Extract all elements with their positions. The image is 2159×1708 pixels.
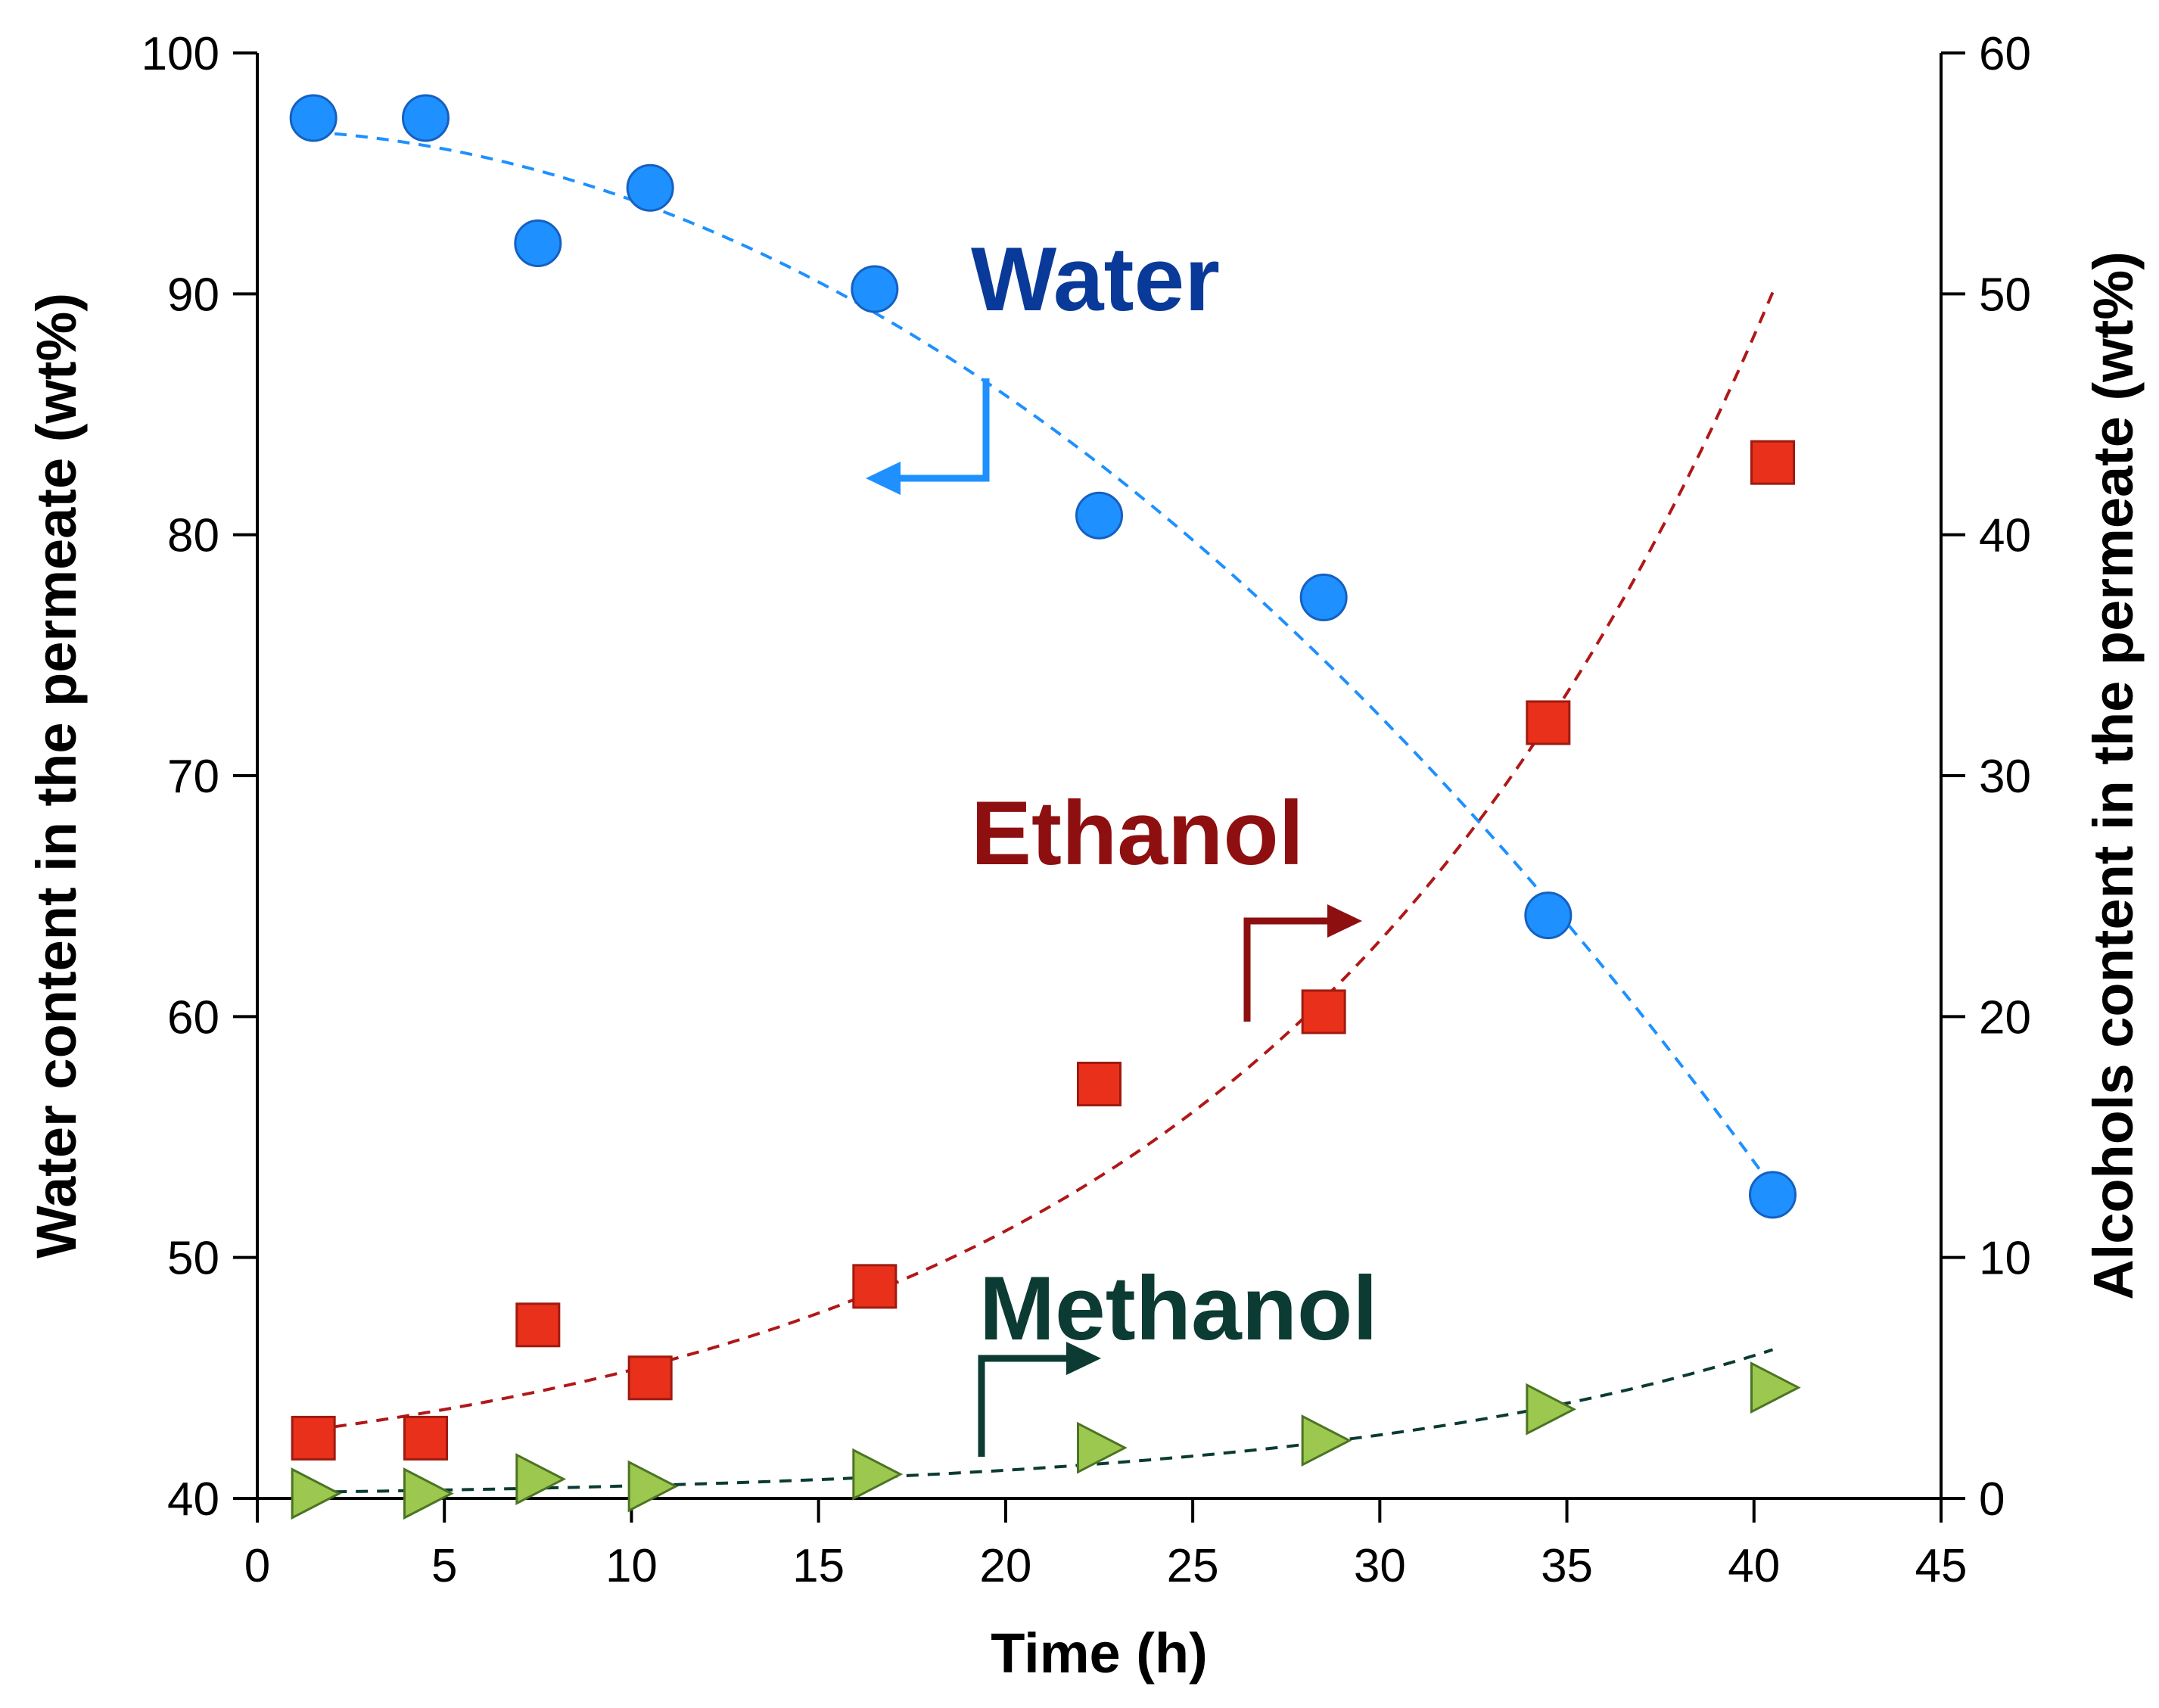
methanol-data-point — [1526, 1383, 1577, 1436]
right-y-tick-label: 50 — [1979, 269, 2031, 321]
methanol-data-point — [403, 1467, 454, 1520]
water-arrow-head — [866, 462, 901, 495]
methanol-data-point — [515, 1453, 567, 1505]
x-tick-label: 20 — [979, 1540, 1031, 1592]
methanol-data-point — [852, 1448, 904, 1501]
x-tick-label: 30 — [1354, 1540, 1406, 1592]
ethanol-axis-arrow — [1243, 917, 1328, 1022]
water-data-point — [1749, 1171, 1797, 1219]
annotations: Water Ethanol Methanol — [866, 229, 1378, 1457]
x-tick-label: 45 — [1915, 1540, 1968, 1592]
methanol-trend-line — [313, 1348, 1774, 1494]
water-data-point — [289, 94, 338, 142]
right-y-tick-label: 60 — [1979, 28, 2031, 80]
water-axis-arrow — [901, 378, 990, 482]
methanol-axis-arrow — [978, 1355, 1067, 1457]
methanol-data-point — [627, 1460, 679, 1513]
trend-lines — [313, 130, 1775, 1494]
water-data-point — [402, 94, 450, 142]
ethanol-data-point — [403, 1415, 448, 1461]
water-data-point — [514, 219, 562, 267]
x-tick-label: 5 — [431, 1540, 457, 1592]
methanol-series-label: Methanol — [979, 1258, 1378, 1359]
right-y-tick-label: 0 — [1979, 1473, 2005, 1526]
water-data-point — [1075, 491, 1123, 540]
x-tick-label: 15 — [792, 1540, 845, 1592]
methanol-data-point — [291, 1467, 342, 1520]
right-y-tick-label: 30 — [1979, 751, 2031, 803]
water-data-point — [851, 265, 899, 313]
ethanol-trend-line — [313, 291, 1775, 1432]
left-y-tick-label: 100 — [142, 28, 219, 80]
right-y-tick-label: 40 — [1979, 510, 2031, 562]
ethanol-data-point — [515, 1302, 561, 1348]
x-tick-label: 35 — [1541, 1540, 1593, 1592]
left-y-tick-label: 70 — [167, 751, 219, 803]
methanol-data-point — [1750, 1361, 1801, 1414]
right-y-axis-title: Alcohols content in the permeate (wt%) — [2082, 251, 2145, 1300]
left-y-tick-label: 60 — [167, 991, 219, 1044]
left-y-tick-label: 90 — [167, 269, 219, 321]
methanol-data-point — [1301, 1414, 1352, 1467]
right-y-tick-label: 10 — [1979, 1233, 2031, 1285]
ethanol-data-point — [1750, 440, 1795, 485]
ethanol-data-point — [1301, 989, 1346, 1034]
ethanol-data-point — [1077, 1061, 1121, 1106]
ethanol-data-point — [1526, 700, 1571, 745]
data-markers — [289, 94, 1801, 1520]
ethanol-data-point — [852, 1264, 898, 1309]
water-trend-line — [313, 130, 1775, 1188]
axes: 0 5 10 15 20 25 30 35 40 45 40 50 60 70 80 90 100 0 10 20 30… — [25, 28, 2145, 1685]
water-data-point — [1524, 891, 1573, 940]
x-tick-label: 40 — [1728, 1540, 1780, 1592]
methanol-data-point — [1077, 1421, 1128, 1474]
ethanol-data-point — [291, 1415, 336, 1461]
left-y-tick-label: 40 — [167, 1473, 219, 1526]
ethanol-series-label: Ethanol — [971, 782, 1304, 884]
left-y-axis-title: Water content in the permeate (wt%) — [25, 293, 88, 1258]
water-series-label: Water — [971, 229, 1220, 330]
methanol-arrow-head — [1066, 1342, 1101, 1375]
ethanol-data-point — [627, 1355, 673, 1401]
water-data-point — [626, 163, 674, 212]
ethanol-arrow-head — [1327, 904, 1362, 938]
right-y-tick-label: 20 — [1979, 991, 2031, 1044]
x-axis-title: Time (h) — [991, 1622, 1207, 1685]
x-tick-label: 10 — [605, 1540, 658, 1592]
x-tick-label: 25 — [1167, 1540, 1219, 1592]
x-tick-label: 0 — [244, 1540, 270, 1592]
left-y-tick-label: 50 — [167, 1233, 219, 1285]
left-y-tick-label: 80 — [167, 510, 219, 562]
water-data-point — [1299, 573, 1348, 621]
